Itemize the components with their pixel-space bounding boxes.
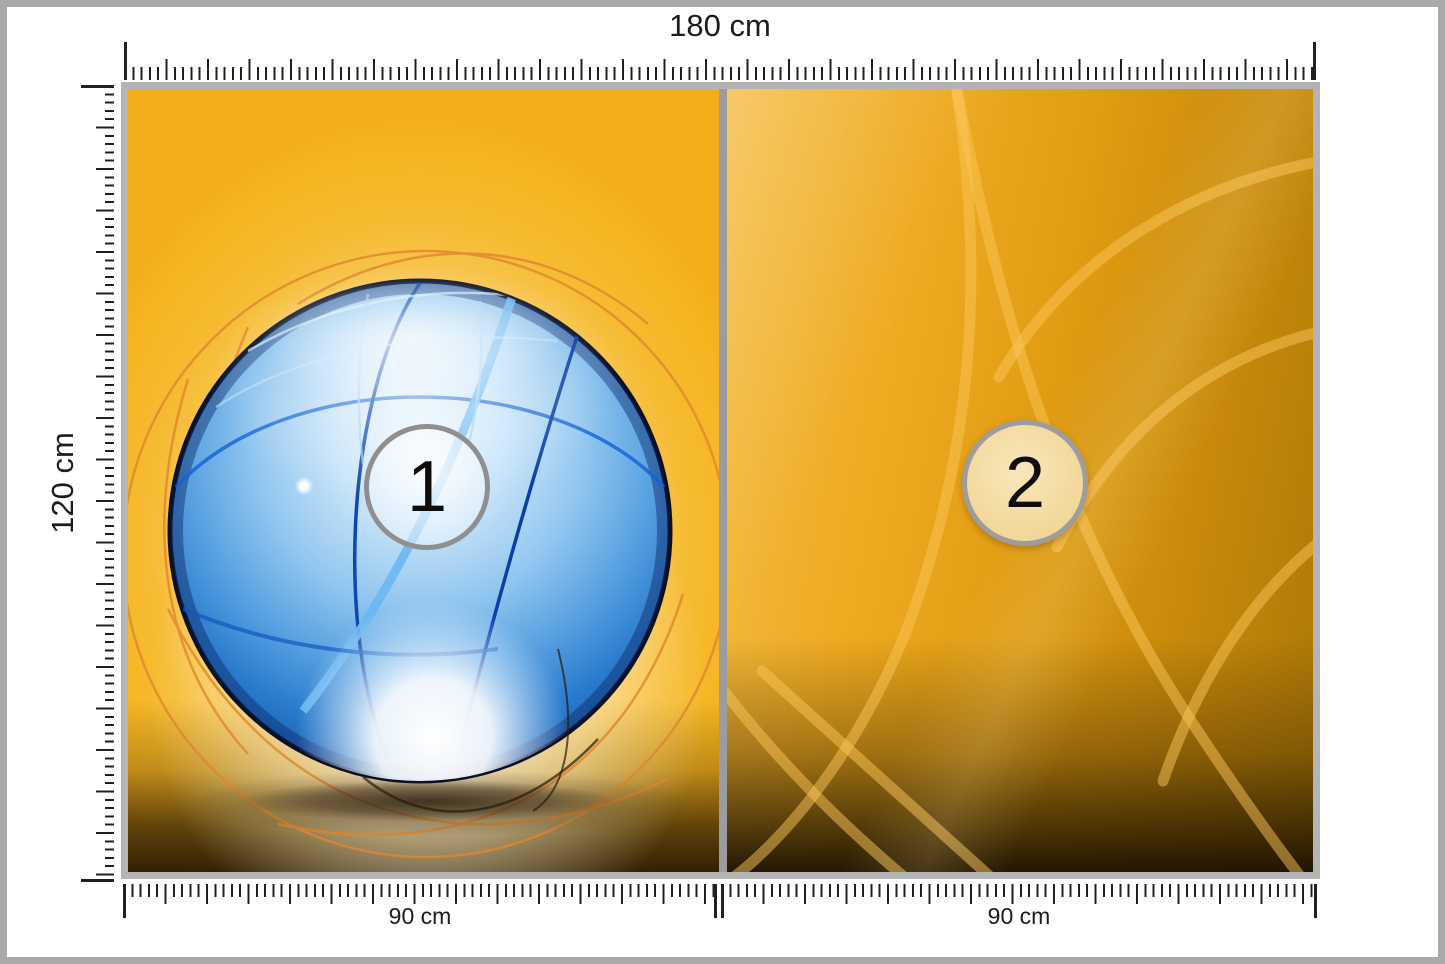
panel-1-number: 1: [406, 447, 448, 527]
panel-2-width-dimension-label: 90 cm: [987, 903, 1051, 929]
total-height-dimension-label: 120 cm: [45, 432, 80, 534]
panel-2-number-badge: 2: [962, 420, 1088, 546]
panel-1-width-dimension-label: 90 cm: [388, 903, 452, 929]
outer-frame-bottom: [0, 957, 1445, 964]
volleyball-ball: [167, 264, 673, 784]
ruler-left: [81, 85, 114, 882]
panel-1-number-badge: 1: [364, 424, 490, 550]
mural-panel-1: 1: [128, 89, 719, 872]
volleyball-seam-lines: [727, 89, 1313, 872]
panel-1-volleyball-artwork: [128, 249, 719, 872]
total-width-dimension-label: 180 cm: [669, 8, 771, 43]
ruler-bottom-panel-1: [123, 884, 717, 918]
mural-panel-2: 2: [727, 89, 1313, 872]
outer-frame-top: [0, 0, 1445, 7]
outer-frame-left: [0, 0, 7, 964]
outer-frame-right: [1438, 0, 1445, 964]
panel-2-number: 2: [1004, 443, 1046, 523]
panel-2-volleyball-line-pattern: [727, 89, 1313, 872]
panel-divider: [719, 89, 727, 872]
ball-shadow: [193, 775, 663, 827]
ruler-bottom-panel-2: [721, 884, 1317, 918]
foreground-wire-arcs: [362, 648, 599, 813]
mural-frame: 1 2: [121, 82, 1320, 879]
ruler-top: [124, 42, 1316, 80]
